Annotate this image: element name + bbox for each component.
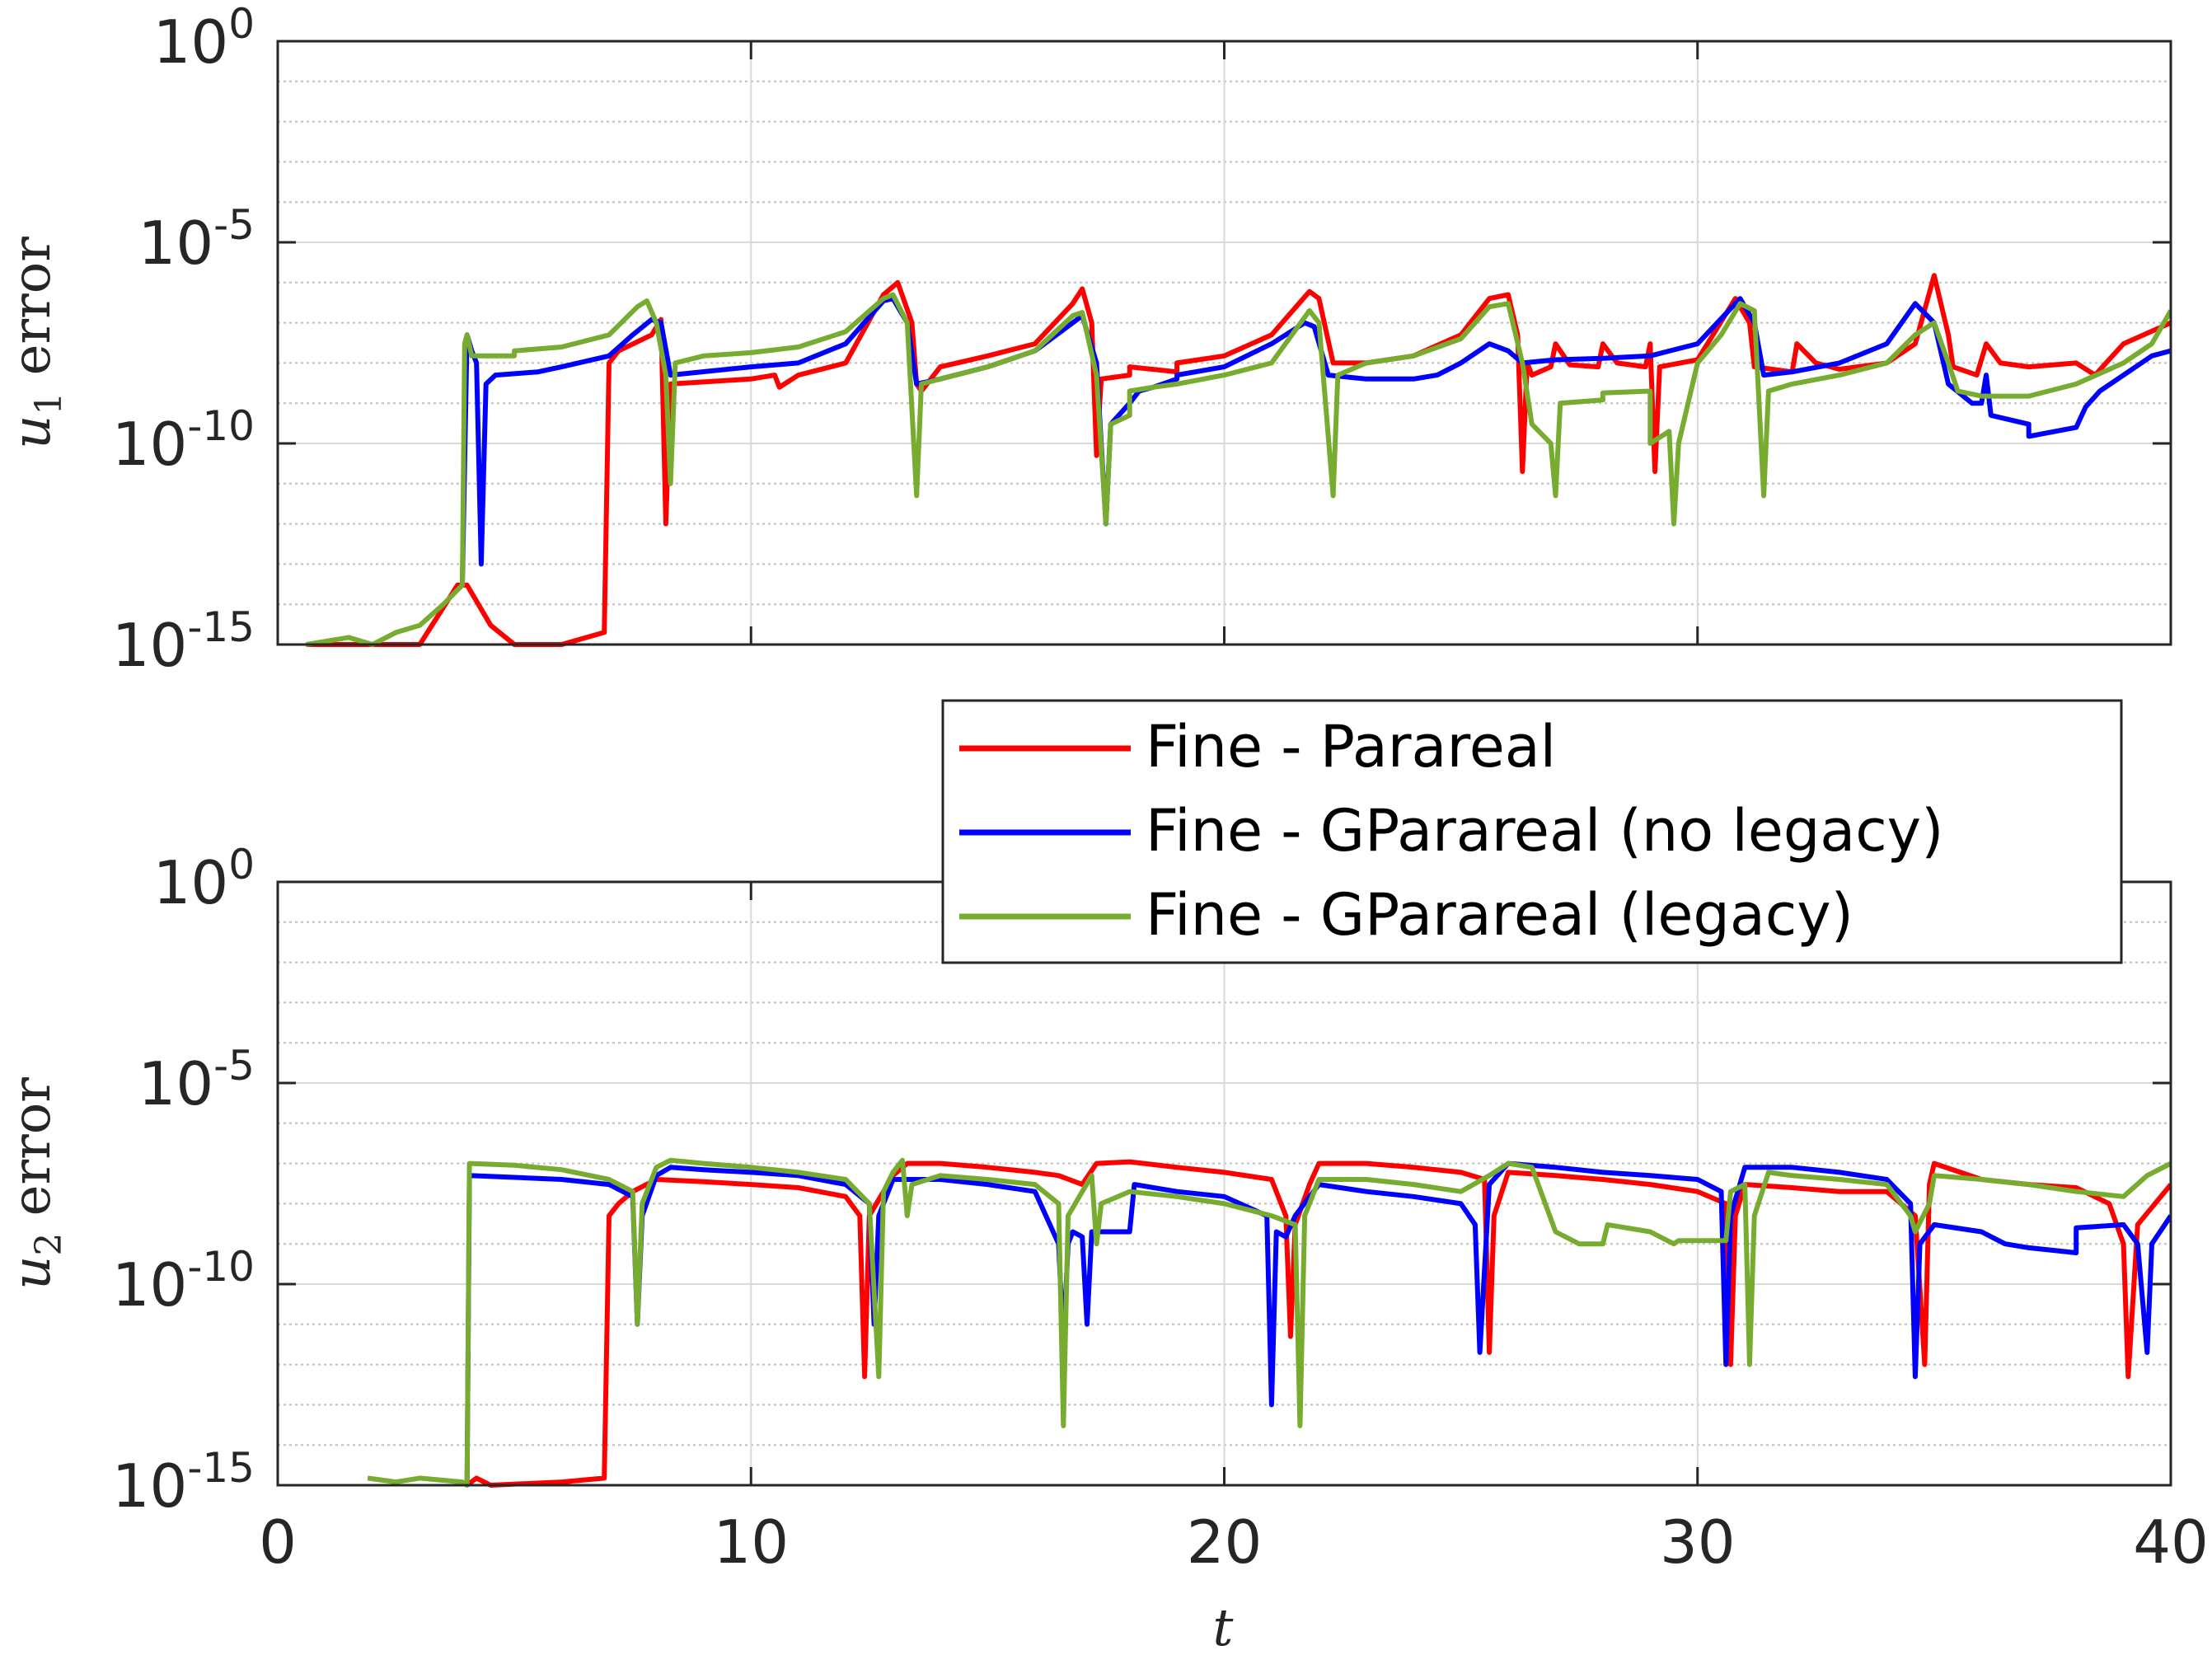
- y-tick-label: 10-5: [138, 1042, 255, 1118]
- y-tick-label: 10-5: [138, 201, 255, 278]
- panel-top: 100 10-5 10-10 10-15 u1 error: [2, 0, 2172, 680]
- y-tick-label: 10-15: [112, 1444, 255, 1521]
- legend-box: [941, 699, 2123, 964]
- y-axis-label-bottom: u2 error: [2, 1077, 70, 1290]
- series-line-gparareal_no_legacy: [464, 1160, 2171, 1486]
- y-tick-label: 100: [153, 0, 255, 77]
- x-axis-label: t: [1213, 1597, 1234, 1655]
- y-tick-label: 100: [153, 841, 255, 917]
- series-line-gparareal_legacy: [306, 292, 2171, 647]
- x-tick-label: 0: [259, 1507, 297, 1577]
- legend-label-gparareal-legacy: Fine - GParareal (legacy): [1146, 881, 1853, 949]
- x-tick-label: 30: [1660, 1507, 1736, 1577]
- series-line-gparareal_legacy: [367, 1157, 2171, 1488]
- legend-label-gparareal-no-legacy: Fine - GParareal (no legacy): [1146, 797, 1943, 865]
- y-axis-label-top: u1 error: [2, 237, 70, 449]
- x-tick-label: 10: [713, 1507, 789, 1577]
- x-tick-label: 40: [2133, 1507, 2209, 1577]
- y-tick-label: 10-10: [112, 1243, 255, 1320]
- legend: Fine - Parareal Fine - GParareal (no leg…: [941, 699, 2123, 964]
- x-tick-label: 20: [1187, 1507, 1263, 1577]
- y-tick-label: 10-10: [112, 402, 255, 479]
- panel-bottom: 100 10-5 10-10 10-150 10 20 30 40 u2 error: [2, 841, 2209, 1577]
- legend-label-parareal: Fine - Parareal: [1146, 713, 1556, 781]
- y-tick-label: 10-15: [112, 603, 255, 680]
